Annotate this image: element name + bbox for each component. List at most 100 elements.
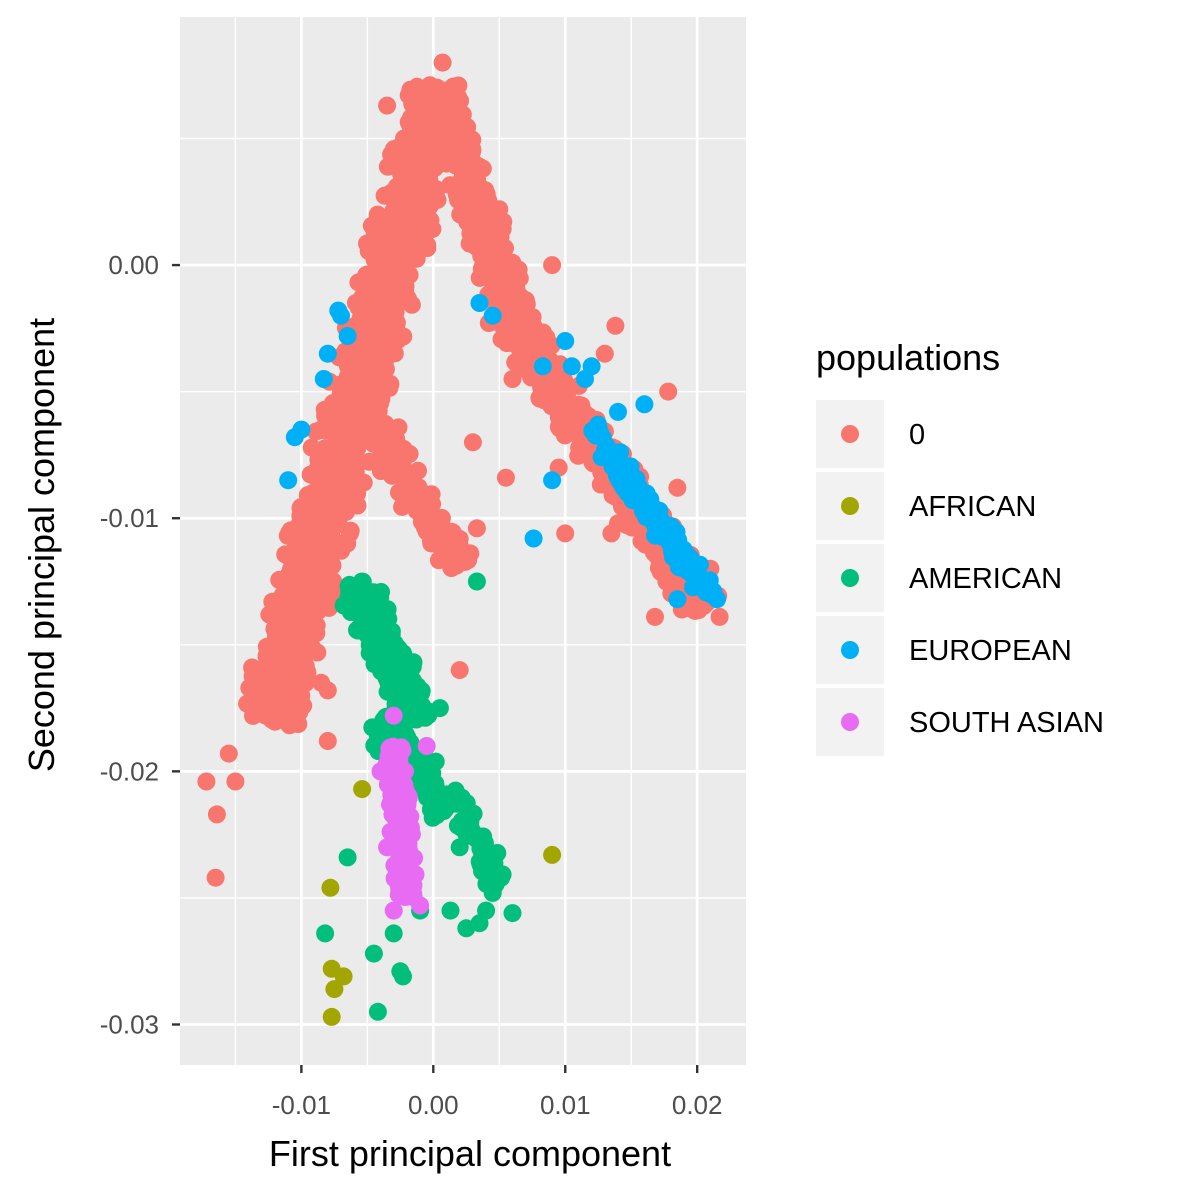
data-point: [325, 980, 344, 999]
data-point: [307, 624, 326, 643]
data-point: [470, 914, 489, 933]
data-point: [368, 1002, 387, 1021]
data-point: [348, 473, 367, 492]
data-point: [377, 663, 396, 682]
data-point: [613, 476, 632, 495]
data-point: [667, 538, 686, 557]
data-point: [332, 306, 350, 325]
data-point: [521, 332, 540, 351]
data-point: [399, 253, 418, 272]
data-point: [530, 389, 549, 408]
data-point: [357, 610, 375, 629]
data-point: [675, 559, 693, 578]
data-point: [318, 732, 337, 750]
data-point: [461, 826, 480, 845]
x-tick-label: -0.01: [272, 1090, 331, 1120]
data-point: [395, 679, 414, 698]
data-point: [648, 515, 666, 534]
data-point: [318, 681, 337, 700]
data-point: [206, 868, 225, 887]
data-point: [332, 541, 351, 560]
data-point: [375, 606, 394, 625]
data-point: [394, 277, 413, 296]
data-point: [418, 236, 437, 255]
legend-label: AFRICAN: [909, 491, 1036, 523]
data-point: [417, 737, 436, 755]
data-point: [589, 415, 608, 434]
data-point: [256, 687, 275, 706]
data-point: [384, 901, 403, 920]
data-point: [404, 876, 423, 895]
data-point: [404, 653, 423, 672]
data-point: [458, 213, 477, 232]
legend-items: 0 AFRICAN AMERICAN EUROPEAN SOUTH ASIAN: [816, 400, 1104, 756]
data-point: [450, 661, 469, 680]
data-point: [556, 332, 575, 350]
series-african: [321, 780, 562, 1026]
data-point: [483, 205, 502, 224]
data-point: [609, 514, 627, 533]
data-point: [483, 883, 502, 902]
data-point: [371, 220, 390, 239]
data-point: [503, 904, 522, 923]
x-tick-labels: -0.01 0.00 0.01 0.02: [272, 1090, 723, 1120]
data-point: [394, 967, 412, 986]
data-point: [668, 478, 687, 497]
data-point: [483, 306, 502, 325]
data-point: [557, 383, 576, 402]
y-axis-title: Second principal component: [21, 318, 62, 772]
data-point: [388, 331, 407, 349]
data-point: [354, 592, 373, 611]
data-point: [384, 647, 403, 666]
data-point: [507, 263, 526, 282]
data-point: [688, 600, 707, 619]
y-tick-label: -0.02: [100, 756, 159, 786]
data-point: [543, 845, 562, 864]
data-point: [393, 497, 412, 516]
data-point: [433, 53, 452, 72]
data-point: [576, 370, 594, 388]
data-point: [364, 944, 383, 963]
data-point: [295, 559, 313, 577]
legend-swatch: [841, 497, 859, 515]
data-point: [444, 82, 463, 101]
data-point: [533, 357, 552, 376]
legend-swatch: [841, 713, 859, 731]
data-point: [543, 256, 562, 275]
legend-label: SOUTH ASIAN: [909, 707, 1104, 739]
data-point: [308, 643, 327, 662]
x-axis-title: First principal component: [269, 1133, 671, 1174]
data-point: [392, 793, 411, 812]
x-tick-label: 0.00: [408, 1090, 459, 1120]
data-point: [458, 118, 477, 136]
data-point: [555, 396, 574, 415]
data-point: [556, 524, 575, 543]
data-point: [344, 494, 363, 513]
data-point: [450, 173, 469, 192]
data-point: [314, 370, 333, 388]
data-point: [493, 251, 512, 270]
series-european: [279, 294, 726, 609]
y-tick-label: -0.01: [100, 503, 159, 533]
legend-label: 0: [909, 419, 925, 451]
legend: populations 0 AFRICAN AMERICAN EUROPEAN SOUT…: [816, 337, 1104, 756]
data-point: [370, 426, 389, 445]
data-point: [595, 344, 614, 363]
data-point: [412, 681, 431, 700]
data-point: [457, 794, 476, 813]
data-point: [603, 444, 622, 463]
data-point: [447, 142, 466, 161]
legend-title: populations: [816, 337, 1000, 378]
data-point: [348, 344, 367, 363]
data-point: [543, 471, 562, 490]
data-point: [382, 145, 401, 164]
data-point: [503, 370, 522, 388]
data-point: [336, 447, 355, 466]
data-point: [352, 379, 371, 398]
data-point: [197, 772, 216, 791]
data-point: [609, 402, 627, 421]
data-point: [441, 901, 460, 920]
data-point: [562, 357, 581, 376]
data-point: [356, 289, 375, 308]
data-point: [264, 651, 283, 670]
